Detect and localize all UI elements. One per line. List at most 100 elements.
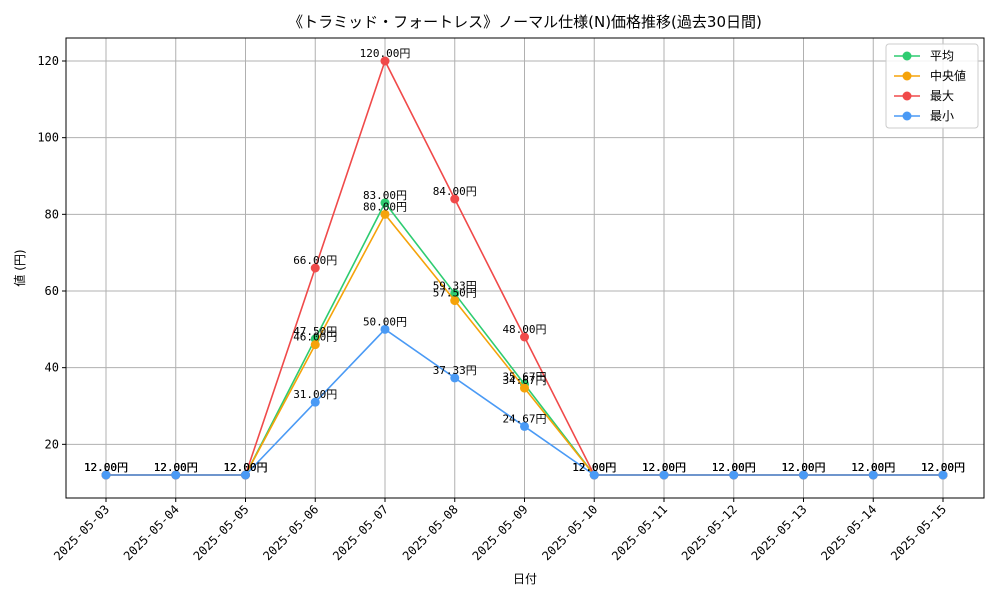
data-label: 84.00円 bbox=[433, 185, 477, 198]
data-label: 12.00円 bbox=[921, 461, 965, 474]
data-label: 12.00円 bbox=[642, 461, 686, 474]
x-tick-label: 2025-05-07 bbox=[330, 502, 391, 563]
legend-box bbox=[885, 43, 979, 129]
data-label: 12.00円 bbox=[781, 461, 825, 474]
data-point bbox=[729, 470, 739, 480]
data-label: 46.00円 bbox=[293, 331, 337, 344]
data-label: 50.00円 bbox=[363, 315, 407, 328]
x-tick-label: 2025-05-04 bbox=[121, 502, 182, 563]
legend-label: 中央値 bbox=[930, 68, 966, 83]
data-point bbox=[868, 470, 878, 480]
data-point bbox=[659, 470, 669, 480]
data-point bbox=[520, 332, 529, 342]
data-point bbox=[520, 383, 529, 393]
legend-label: 最大 bbox=[930, 89, 954, 103]
data-point bbox=[799, 470, 808, 480]
data-label: 12.00円 bbox=[851, 461, 895, 474]
y-tick-label: 60 bbox=[45, 284, 59, 298]
data-label: 57.50円 bbox=[433, 287, 477, 300]
series-layer bbox=[101, 56, 948, 480]
data-label: 12.00円 bbox=[572, 461, 616, 474]
data-label: 12.00円 bbox=[851, 461, 895, 474]
data-label: 12.00円 bbox=[572, 461, 616, 474]
data-label: 12.00円 bbox=[712, 461, 756, 474]
x-tick-label: 2025-05-08 bbox=[400, 502, 461, 563]
x-tick-label: 2025-05-03 bbox=[51, 502, 112, 563]
data-point bbox=[310, 263, 320, 273]
x-axis: 2025-05-03 2025-05-04 2025-05-05 2025-05-06… bbox=[51, 498, 949, 563]
legend-marker bbox=[902, 91, 912, 101]
data-label: 80.00円 bbox=[363, 200, 407, 213]
data-label: 12.00円 bbox=[851, 461, 895, 474]
data-label: 12.00円 bbox=[642, 461, 686, 474]
data-label: 12.00円 bbox=[223, 461, 267, 474]
data-label: 31.00円 bbox=[293, 388, 337, 401]
data-point bbox=[310, 340, 320, 350]
x-tick-label: 2025-05-15 bbox=[888, 502, 949, 563]
data-label: 12.00円 bbox=[223, 461, 267, 474]
data-label: 12.00円 bbox=[712, 461, 756, 474]
legend-label: 平均 bbox=[930, 49, 954, 63]
data-label: 12.00円 bbox=[572, 461, 616, 474]
data-point bbox=[589, 470, 599, 480]
data-point bbox=[101, 470, 111, 480]
data-label: 12.00円 bbox=[712, 461, 756, 474]
data-label: 35.67円 bbox=[502, 370, 546, 383]
chart-title: 《トラミッド・フォートレス》ノーマル仕様(N)価格推移(過去30日間) bbox=[288, 13, 762, 31]
data-label: 12.00円 bbox=[223, 461, 267, 474]
x-axis-label: 日付 bbox=[513, 572, 537, 586]
data-label: 12.00円 bbox=[84, 461, 128, 474]
grid bbox=[66, 38, 984, 498]
data-point bbox=[380, 198, 390, 208]
data-point bbox=[310, 397, 320, 407]
x-tick-label: 2025-05-10 bbox=[539, 502, 600, 563]
data-point bbox=[380, 209, 390, 219]
y-tick-label: 80 bbox=[45, 207, 59, 221]
data-label: 47.50円 bbox=[293, 325, 337, 338]
data-label: 12.00円 bbox=[642, 461, 686, 474]
data-label: 12.00円 bbox=[84, 461, 128, 474]
x-tick-label: 2025-05-13 bbox=[749, 502, 810, 563]
data-label: 59.33円 bbox=[433, 280, 477, 293]
y-tick-label: 40 bbox=[45, 361, 59, 375]
data-label: 12.00円 bbox=[781, 461, 825, 474]
data-label: 12.00円 bbox=[84, 461, 128, 474]
data-label: 24.67円 bbox=[502, 412, 546, 425]
data-label: 12.00円 bbox=[781, 461, 825, 474]
data-labels: 12.00円 12.00円 12.00円 47.50円 83.00円 59.33円 35.6… bbox=[84, 47, 965, 474]
data-point bbox=[520, 421, 529, 431]
data-point bbox=[450, 289, 460, 299]
legend-marker bbox=[902, 111, 912, 121]
data-label: 12.00円 bbox=[84, 461, 128, 474]
data-point bbox=[380, 324, 390, 334]
y-axis-label: 値 (円) bbox=[12, 249, 27, 286]
data-point bbox=[380, 56, 390, 66]
data-label: 12.00円 bbox=[154, 461, 198, 474]
data-label: 12.00円 bbox=[851, 461, 895, 474]
data-label: 83.00円 bbox=[363, 189, 407, 202]
data-point bbox=[241, 470, 250, 480]
legend-marker bbox=[902, 51, 912, 61]
legend-label: 最小 bbox=[930, 109, 954, 123]
data-label: 12.00円 bbox=[154, 461, 198, 474]
data-label: 48.00円 bbox=[502, 323, 546, 336]
data-label: 12.00円 bbox=[921, 461, 965, 474]
x-tick-label: 2025-05-09 bbox=[470, 502, 531, 563]
y-tick-label: 120 bbox=[37, 54, 59, 68]
data-label: 12.00円 bbox=[223, 461, 267, 474]
x-tick-label: 2025-05-06 bbox=[260, 502, 321, 563]
data-label: 12.00円 bbox=[154, 461, 198, 474]
y-axis: 20 40 60 80 100 120 bbox=[37, 54, 66, 451]
data-label: 66.00円 bbox=[293, 254, 337, 267]
data-label: 12.00円 bbox=[921, 461, 965, 474]
x-tick-label: 2025-05-11 bbox=[609, 502, 670, 563]
data-point bbox=[450, 194, 460, 204]
legend-marker bbox=[902, 71, 912, 81]
data-label: 12.00円 bbox=[712, 461, 756, 474]
data-point bbox=[938, 470, 948, 480]
data-label: 12.00円 bbox=[921, 461, 965, 474]
y-tick-label: 100 bbox=[37, 131, 59, 145]
y-tick-label: 20 bbox=[45, 437, 59, 451]
